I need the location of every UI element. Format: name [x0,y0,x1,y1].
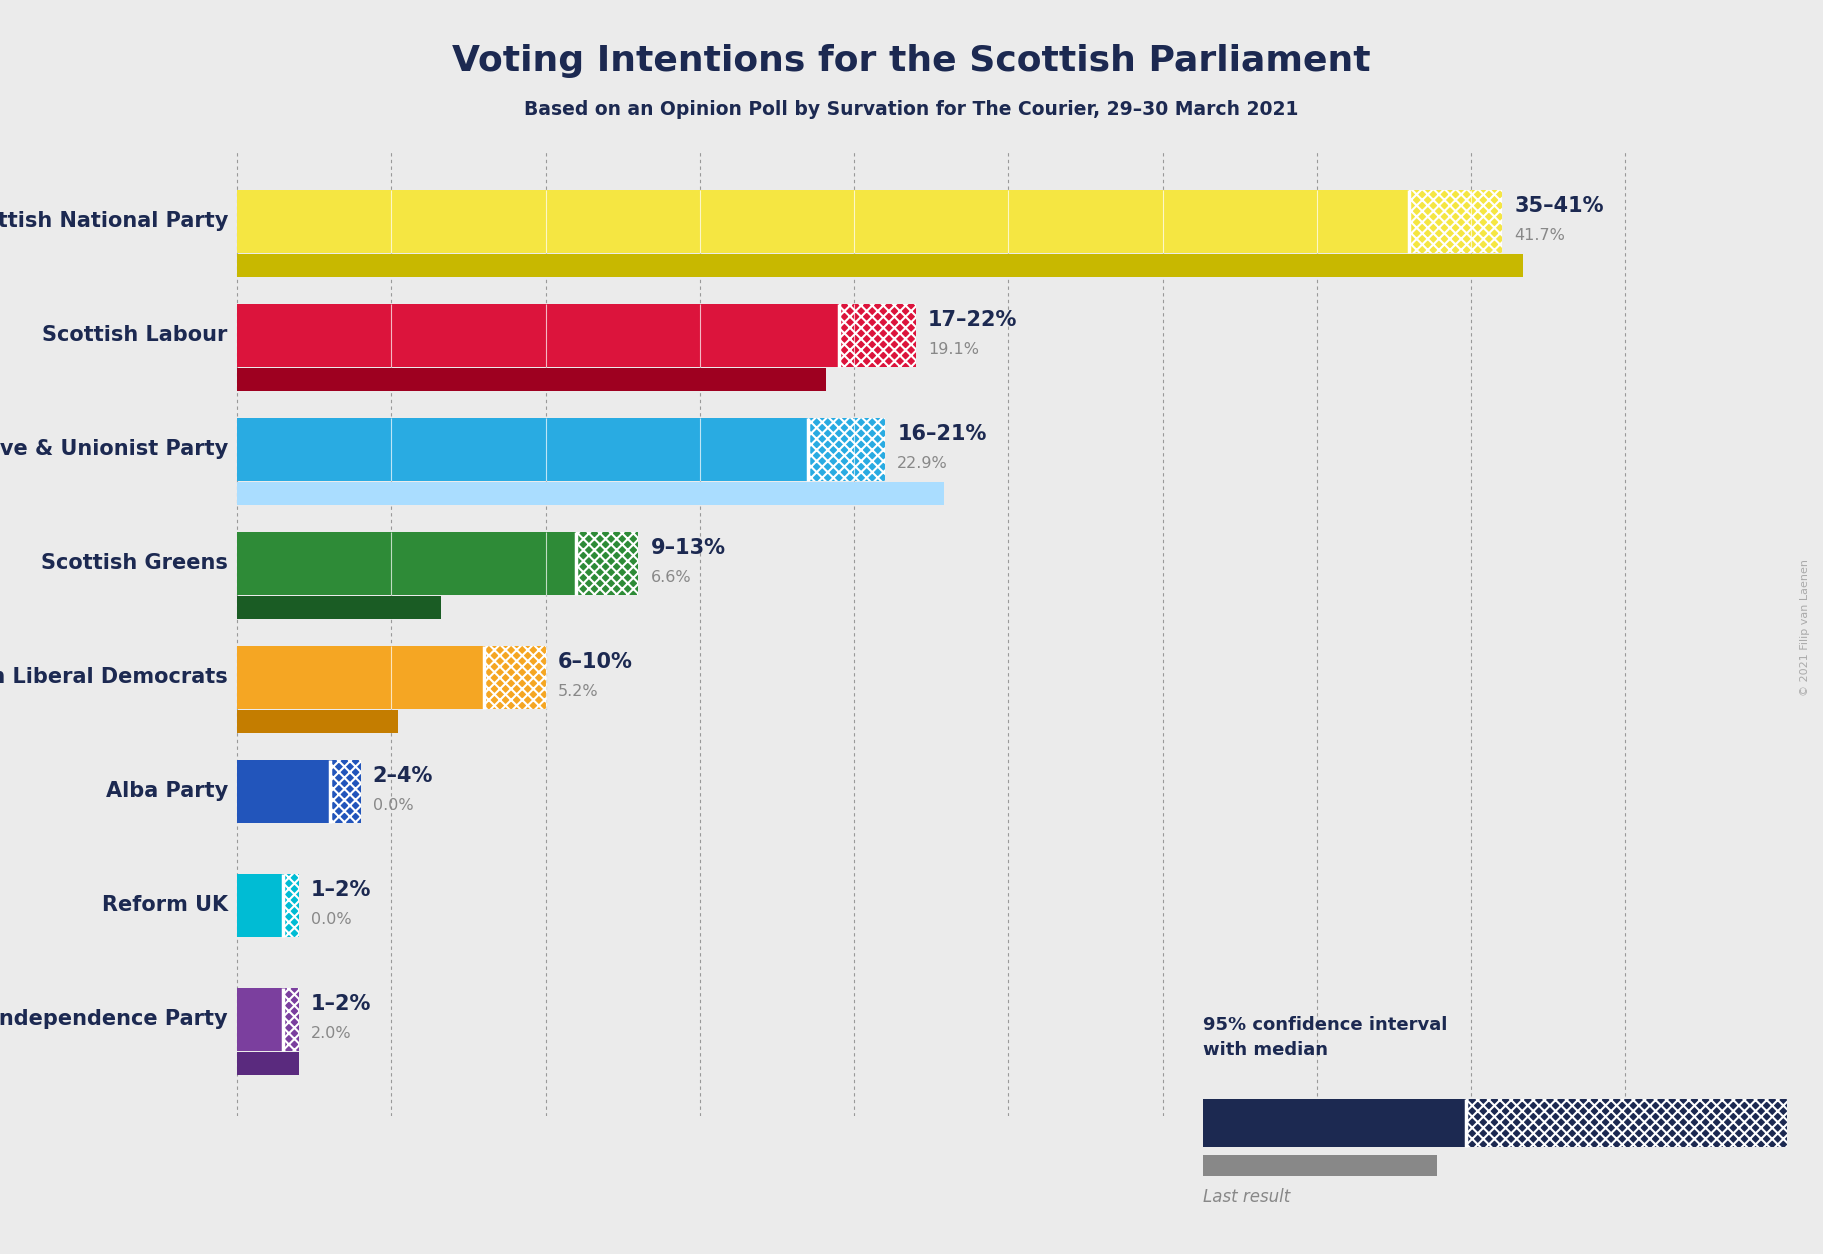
Bar [237,253,1524,277]
Bar [283,874,299,937]
Text: 0.0%: 0.0% [374,799,414,814]
Bar [237,596,441,619]
Text: 1–2%: 1–2% [312,994,372,1014]
Text: Scottish Conservative & Unionist Party: Scottish Conservative & Unionist Party [0,439,228,459]
Text: 16–21%: 16–21% [897,424,986,444]
Text: Scottish National Party: Scottish National Party [0,211,228,231]
Text: Scottish Greens: Scottish Greens [40,553,228,573]
Bar [330,760,361,823]
Text: 5.2%: 5.2% [558,685,598,700]
Text: Last result: Last result [1203,1188,1291,1206]
Bar [514,532,576,594]
Text: 17–22%: 17–22% [928,310,1017,330]
Bar [237,646,423,709]
Text: 1–2%: 1–2% [312,880,372,900]
Bar [808,418,884,480]
Bar [483,646,545,709]
Text: Reform UK: Reform UK [102,895,228,915]
Text: 6.6%: 6.6% [651,571,691,586]
Text: 2–4%: 2–4% [374,766,434,786]
Text: UK Independence Party: UK Independence Party [0,1009,228,1030]
Bar [283,988,299,1051]
Bar [268,988,283,1051]
Bar [839,303,915,366]
Bar [1409,189,1502,252]
Text: 35–41%: 35–41% [1515,197,1604,217]
Bar [237,482,944,505]
Text: Scottish Labour: Scottish Labour [42,325,228,345]
Text: Voting Intentions for the Scottish Parliament: Voting Intentions for the Scottish Parli… [452,44,1371,78]
Bar [1466,1099,1787,1147]
Text: 41.7%: 41.7% [1515,228,1566,243]
Text: 19.1%: 19.1% [928,342,979,357]
Text: © 2021 Filip van Laenen: © 2021 Filip van Laenen [1799,558,1810,696]
Bar [1316,189,1409,252]
Text: 0.0%: 0.0% [312,913,352,928]
Text: 2.0%: 2.0% [312,1027,352,1042]
Text: Scottish Liberal Democrats: Scottish Liberal Democrats [0,667,228,687]
Bar [237,760,299,823]
Bar [1203,1099,1466,1147]
Bar [237,988,268,1051]
Text: 22.9%: 22.9% [897,456,948,472]
Bar [423,646,483,709]
Bar [237,418,731,480]
Bar [237,532,514,594]
Bar [268,874,283,937]
Text: 95% confidence interval
with median: 95% confidence interval with median [1203,1016,1447,1058]
Text: Based on an Opinion Poll by Survation for The Courier, 29–30 March 2021: Based on an Opinion Poll by Survation fo… [525,100,1298,119]
Bar [576,532,638,594]
Bar [237,189,1316,252]
Bar [1203,1155,1437,1176]
Bar [762,303,839,366]
Bar [731,418,808,480]
Bar [237,1052,299,1076]
Text: 6–10%: 6–10% [558,652,633,672]
Bar [237,710,397,734]
Bar [299,760,330,823]
Bar [237,303,762,366]
Bar [237,874,268,937]
Text: 9–13%: 9–13% [651,538,726,558]
Text: Alba Party: Alba Party [106,781,228,801]
Bar [237,367,826,391]
